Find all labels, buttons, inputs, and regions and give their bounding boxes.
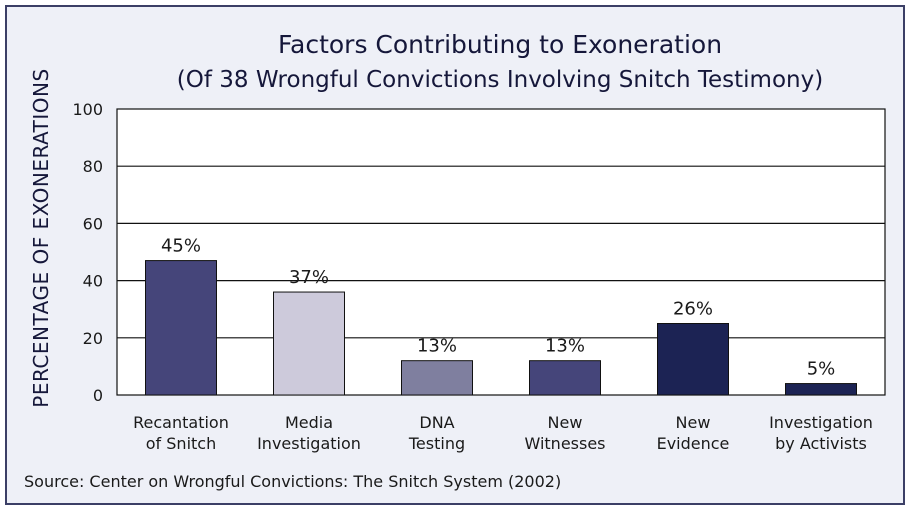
- bar: [529, 360, 601, 396]
- y-tick-label: 100: [72, 100, 103, 119]
- x-tick-label: of Snitch: [146, 434, 216, 453]
- x-tick-label: Recantation: [133, 413, 229, 432]
- bar: [657, 323, 729, 396]
- bar: [401, 360, 473, 396]
- bar: [273, 291, 345, 396]
- data-label: 45%: [161, 236, 201, 257]
- plot-area: 0 20 40 60 80 100 45% Recantation of Snitch 37% Me…: [72, 100, 886, 453]
- y-tick-label: 0: [93, 386, 103, 405]
- chart-subtitle: (Of 38 Wrongful Convictions Involving Sn…: [177, 67, 823, 93]
- x-tick-label: New: [548, 413, 583, 432]
- x-tick-label: DNA: [419, 413, 454, 432]
- x-tick-label: New: [676, 413, 711, 432]
- data-label: 26%: [673, 299, 713, 320]
- x-tick-label: Testing: [408, 434, 465, 453]
- x-tick-label: Investigation: [257, 434, 361, 453]
- data-label: 37%: [289, 267, 329, 288]
- y-tick-label: 40: [83, 272, 103, 291]
- x-tick-label: Media: [285, 413, 333, 432]
- x-tick-label: Evidence: [657, 434, 730, 453]
- chart-title: Factors Contributing to Exoneration: [278, 30, 722, 59]
- data-label: 13%: [545, 336, 585, 357]
- y-tick-label: 20: [83, 329, 103, 348]
- x-tick-label: Witnesses: [524, 434, 605, 453]
- y-axis-label: PERCENTAGE OF EXONERATIONS: [29, 68, 53, 407]
- x-tick-label: Investigation: [769, 413, 873, 432]
- bar: [145, 260, 217, 396]
- bar: [785, 383, 857, 396]
- y-tick-label: 80: [83, 157, 103, 176]
- data-label: 13%: [417, 336, 457, 357]
- y-tick-label: 60: [83, 214, 103, 233]
- data-label: 5%: [807, 359, 836, 380]
- plot-background: [116, 108, 886, 396]
- x-tick-label: by Activists: [775, 434, 867, 453]
- source-note: Source: Center on Wrongful Convictions: …: [24, 472, 561, 491]
